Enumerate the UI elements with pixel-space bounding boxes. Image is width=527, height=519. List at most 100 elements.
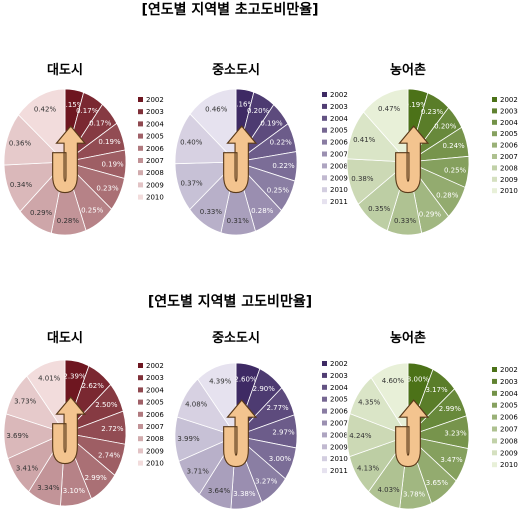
slice-label: 4.03% xyxy=(377,486,400,494)
slice-label: 3.71% xyxy=(187,467,210,475)
legend-swatch xyxy=(138,448,143,454)
slice-label: 2.77% xyxy=(266,404,289,412)
legend-label: 2002 xyxy=(146,96,164,104)
legend-swatch xyxy=(138,387,143,393)
legend-label: 2007 xyxy=(146,157,164,165)
legend-swatch xyxy=(492,154,497,159)
pie-chart-2: 중소도시0.16%0.20%0.19%0.22%0.22%0.25%0.28%0… xyxy=(174,63,348,236)
legend-swatch xyxy=(492,462,497,468)
legend-label: 2010 xyxy=(500,187,518,195)
legend-label: 2002 xyxy=(500,366,518,374)
legend-swatch xyxy=(138,121,143,127)
slice-label: 2.39% xyxy=(63,372,86,380)
legend-label: 2009 xyxy=(146,447,164,455)
legend-label: 2002 xyxy=(146,362,164,370)
legend-swatch xyxy=(492,426,497,432)
legend-label: 2003 xyxy=(330,372,348,380)
legend-swatch xyxy=(492,367,497,372)
legend-label: 2006 xyxy=(330,139,348,147)
legend-swatch xyxy=(138,109,143,115)
legend-swatch xyxy=(492,450,497,456)
legend-swatch xyxy=(322,444,327,450)
legend-label: 2008 xyxy=(146,169,164,177)
legend-label: 2004 xyxy=(330,115,348,123)
slice-label: 0.23% xyxy=(96,185,119,193)
legend-label: 2006 xyxy=(330,408,348,416)
slice-label: 0.40% xyxy=(180,139,203,147)
legend-swatch xyxy=(492,438,497,444)
legend-label: 2008 xyxy=(500,437,518,445)
legend-label: 2007 xyxy=(500,153,518,161)
legend-swatch xyxy=(138,158,143,163)
legend-swatch xyxy=(322,151,327,157)
slice-label: 3.34% xyxy=(37,484,60,492)
legend-swatch xyxy=(138,424,143,429)
slice-label: 3.69% xyxy=(6,432,29,440)
pie-chart-3: 농어촌0.19%0.23%0.20%0.24%0.25%0.28%0.29%0.… xyxy=(346,62,518,236)
slice-label: 0.34% xyxy=(10,181,33,189)
legend-swatch xyxy=(322,92,327,97)
legend-label: 2007 xyxy=(330,420,348,428)
slice-label: 0.20% xyxy=(247,107,270,115)
u-turn-arrow-icon xyxy=(52,396,87,465)
legend-label: 2002 xyxy=(330,91,348,99)
slice-label: 0.25% xyxy=(267,186,290,194)
legend-label: 2007 xyxy=(146,423,164,431)
u-turn-arrow-icon xyxy=(223,399,258,468)
legend-swatch xyxy=(322,432,327,438)
slice-label: 0.17% xyxy=(89,119,112,127)
slice-label: 2.97% xyxy=(272,429,295,437)
slice-label: 0.37% xyxy=(180,179,203,187)
legend-label: 2011 xyxy=(330,198,348,206)
slice-label: 2.50% xyxy=(95,401,118,409)
slice-label: 4.08% xyxy=(185,401,208,409)
legend-label: 2004 xyxy=(146,120,164,128)
legend-swatch xyxy=(322,372,327,378)
legend-label: 2003 xyxy=(330,103,348,111)
legend-label: 2010 xyxy=(330,186,348,194)
slice-label: 4.39% xyxy=(209,377,232,385)
slice-label: 0.41% xyxy=(353,136,376,144)
chart-title: 대도시 xyxy=(47,63,83,78)
legend-swatch xyxy=(492,108,497,114)
slice-label: 2.90% xyxy=(253,385,276,393)
slice-label: 3.41% xyxy=(16,465,39,473)
legend-swatch xyxy=(138,399,143,405)
legend-swatch xyxy=(138,436,143,442)
slice-label: 0.33% xyxy=(200,208,223,216)
legend-swatch xyxy=(492,378,497,384)
legend-swatch xyxy=(492,176,497,182)
legend-swatch xyxy=(322,175,327,181)
legend-swatch xyxy=(138,97,143,102)
legend-swatch xyxy=(492,165,497,171)
section-title-top: [연도별 지역별 초고도비만율] xyxy=(141,1,318,18)
slice-label: 0.47% xyxy=(378,105,401,113)
legend-swatch xyxy=(322,163,327,169)
slice-label: 0.19% xyxy=(98,138,121,146)
pie-slice xyxy=(363,88,409,164)
legend-swatch xyxy=(492,142,497,148)
chart-title: 농어촌 xyxy=(390,330,426,346)
legend-swatch xyxy=(322,396,327,402)
slice-label: 0.17% xyxy=(76,107,99,115)
slice-label: 3.27% xyxy=(255,478,278,486)
slice-label: 2.62% xyxy=(82,382,105,390)
chart-title: 농어촌 xyxy=(390,62,426,78)
legend-label: 2006 xyxy=(500,142,518,150)
legend-label: 2010 xyxy=(146,460,164,468)
legend-swatch xyxy=(492,414,497,420)
legend-label: 2008 xyxy=(146,435,164,443)
legend-label: 2006 xyxy=(146,411,164,419)
slice-label: 0.19% xyxy=(405,101,428,109)
legend-swatch xyxy=(492,131,497,137)
slice-label: 0.28% xyxy=(436,191,459,199)
slice-label: 2.99% xyxy=(85,474,108,482)
slice-label: 0.36% xyxy=(9,140,32,148)
legend-swatch xyxy=(322,115,327,121)
legend-label: 2005 xyxy=(500,402,518,410)
legend-label: 2003 xyxy=(500,107,518,115)
slice-label: 0.28% xyxy=(251,207,274,215)
slice-label: 0.28% xyxy=(57,217,80,225)
legend-swatch xyxy=(322,103,327,109)
legend-label: 2006 xyxy=(146,145,164,153)
